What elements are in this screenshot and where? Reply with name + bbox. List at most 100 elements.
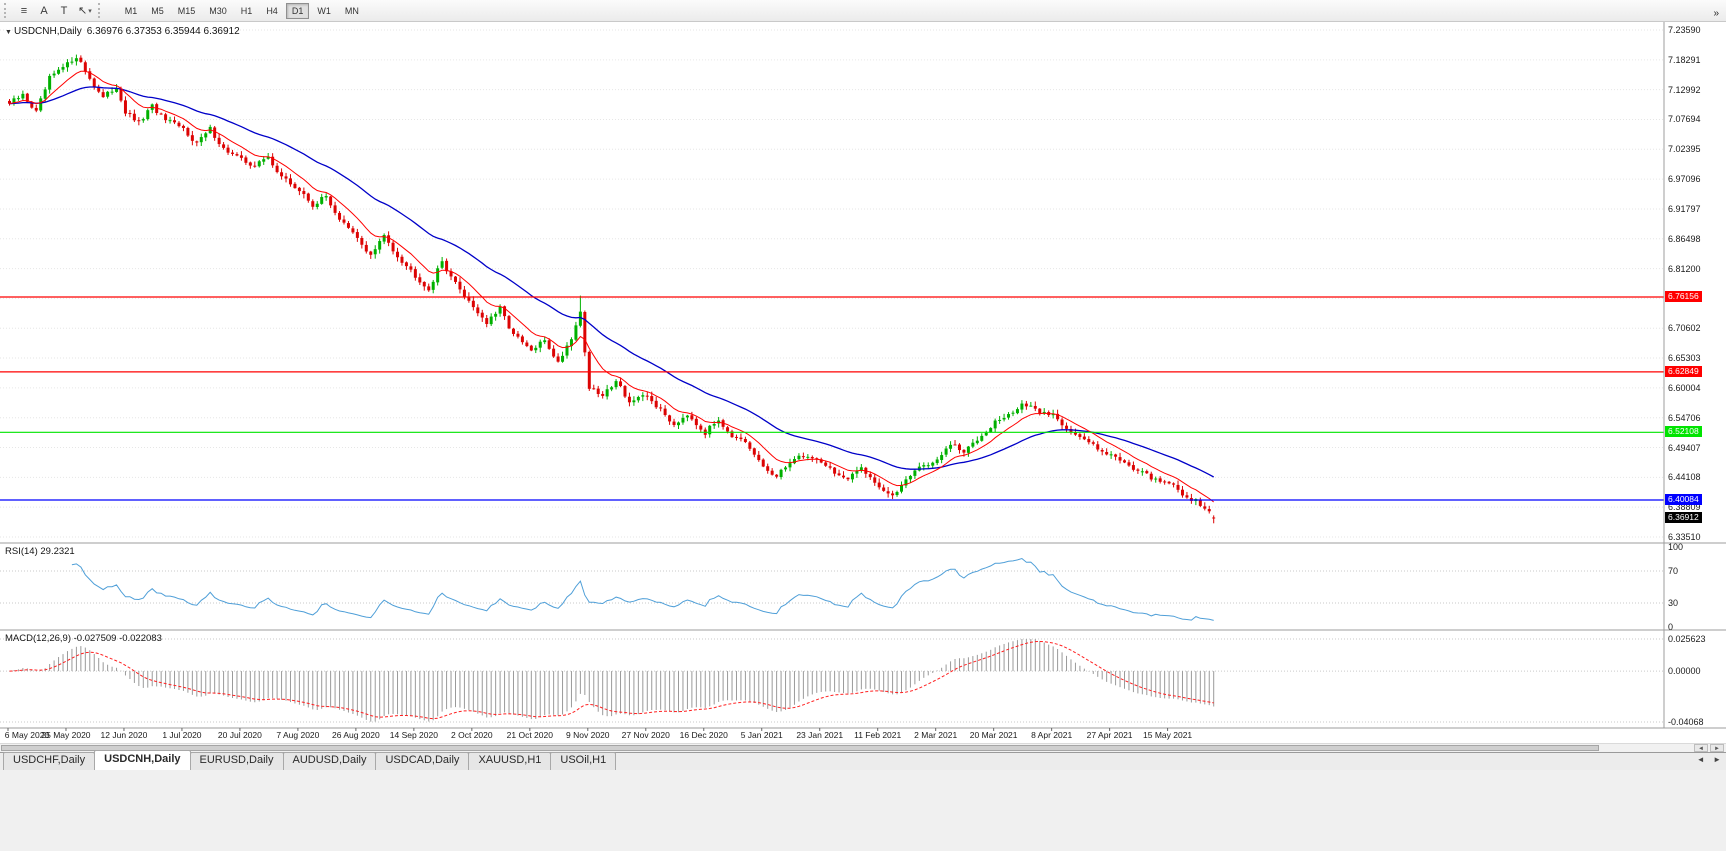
chart-tab-eurusd[interactable]: EURUSD,Daily [189,752,284,770]
chart-tab-xauusd[interactable]: XAUUSD,H1 [468,752,552,770]
price-axis-tick: 6.38809 [1668,502,1701,513]
symbol-dropdown-icon[interactable]: ▼ [5,29,12,36]
timeframe-d1-button[interactable]: D1 [285,2,310,19]
price-axis-tick: 6.54706 [1668,412,1701,423]
scroll-right-button[interactable]: ► [1710,744,1724,752]
rsi-axis-label: 30 [1668,598,1679,608]
date-axis-label[interactable]: 8 Apr 2021 [1031,730,1073,740]
price-axis-tick: 6.60004 [1668,382,1701,393]
chart-tab-usdcnh[interactable]: USDCNH,Daily [94,750,191,770]
tabs-scroll-left-icon[interactable]: ◄ [1696,755,1705,764]
hline-price-tag: 6.40084 [1665,493,1702,505]
date-axis-label[interactable]: 20 Mar 2021 [969,730,1018,740]
rsi-axis-label: 70 [1668,566,1679,576]
price-axis-tick: 6.86498 [1668,233,1701,244]
rsi-axis-label: 100 [1668,542,1684,552]
scrollbar-thumb[interactable] [1,745,1599,751]
price-axis-tick: 6.44108 [1668,472,1701,483]
scroll-left-button[interactable]: ◄ [1694,744,1708,752]
hline-price-tag: 6.62849 [1665,365,1702,377]
chart-tab-usoil[interactable]: USOil,H1 [550,752,617,770]
rsi-current-value: 29.2321 [40,546,75,557]
macd-axis-label: -0.04068 [1668,717,1704,727]
price-axis-tick: 7.12992 [1668,84,1701,95]
chart-tabs-bar: USDCHF,Daily USDCNH,Daily EURUSD,Daily AUDU… [0,749,1726,770]
price-axis-tick: 6.97096 [1668,174,1701,185]
chart-canvas[interactable] [0,22,1726,752]
price-axis-tick: 6.91797 [1668,203,1701,214]
horizontal-scrollbar[interactable]: ◄ ► [0,743,1726,752]
tool-icons-group: ≡ A T ↖ ▾ [14,2,96,20]
date-axis-label[interactable]: 2 Mar 2021 [914,730,958,740]
date-axis-label[interactable]: 7 Aug 2020 [276,730,320,740]
date-axis-label[interactable]: 6 May 2020 [4,730,50,740]
chart-tab-usdcad[interactable]: USDCAD,Daily [375,752,470,770]
dropdown-arrow-icon: ▾ [88,7,92,15]
date-axis-label[interactable]: 9 Nov 2020 [566,730,610,740]
timeframe-h1-button[interactable]: H1 [235,3,259,19]
hline-price-tag: 6.52108 [1665,426,1702,438]
date-axis-label[interactable]: 27 Apr 2021 [1086,730,1133,740]
title-tool-icon-button[interactable]: T [55,2,73,20]
chart-area: ▼ USDCNH,Daily 6.36976 6.37353 6.35944 6.3… [0,22,1726,752]
price-axis-tick: 6.33510 [1668,532,1701,542]
text-tool-icon-button[interactable]: A [35,2,53,20]
timeframe-m5-button[interactable]: M5 [145,3,170,19]
timeframe-m30-button[interactable]: M30 [203,3,233,19]
hline-price-tag: 6.76156 [1665,290,1702,302]
date-axis-label[interactable]: 27 Nov 2020 [621,730,670,740]
date-axis-label[interactable]: 26 Aug 2020 [332,730,380,740]
price-axis-tick: 6.49407 [1668,442,1701,453]
tabs-scroll-right-icon[interactable]: ► [1713,755,1721,764]
date-axis-label[interactable]: 5 Jan 2021 [740,730,783,740]
macd-indicator-label: MACD(12,26,9) -0.027509 -0.022083 [5,633,162,644]
menu-icon-button[interactable]: ≡ [15,2,33,20]
date-axis-label[interactable]: 1 Jul 2020 [162,730,202,740]
chart-symbol-label: USDCNH,Daily [13,26,82,37]
window-background [0,770,1726,851]
toolbar-grip[interactable] [97,3,104,18]
toolbar: ≡ A T ↖ ▾ M1 M5 M15 M30 H1 H4 D1 W1 MN » [0,0,1726,22]
date-axis-label[interactable]: 21 Oct 2020 [506,730,553,740]
timeframe-w1-button[interactable]: W1 [311,3,337,19]
cursor-tool-icon-button[interactable]: ↖ ▾ [75,2,95,20]
timeframe-m1-button[interactable]: M1 [119,3,144,19]
date-axis-label[interactable]: 23 Jan 2021 [796,730,844,740]
rsi-axis-label: 0 [1668,622,1674,632]
tab-scroll-arrows: ◄ ► [1693,749,1721,767]
date-axis-label[interactable]: 12 Jun 2020 [100,730,148,740]
date-axis-label[interactable]: 15 May 2021 [1143,730,1193,740]
price-axis-tick: 6.81200 [1668,263,1701,274]
toolbar-grip[interactable] [4,3,10,18]
chart-tab-audusd[interactable]: AUDUSD,Daily [282,752,377,770]
price-axis-tick: 7.07694 [1668,114,1701,125]
menu-icon: ≡ [20,4,28,17]
date-axis-label[interactable]: 25 May 2020 [41,730,91,740]
price-axis-tick: 7.18291 [1668,54,1701,65]
macd-current-values: -0.027509 -0.022083 [73,633,162,644]
chart-title: ▼ USDCNH,Daily 6.36976 6.37353 6.35944 6.3… [5,26,240,37]
chart-tab-usdchf[interactable]: USDCHF,Daily [3,752,96,770]
date-axis-label[interactable]: 16 Dec 2020 [679,730,728,740]
text-tool-icon: A [40,4,48,17]
date-axis-label[interactable]: 14 Sep 2020 [389,730,438,740]
current-price-tag: 6.36912 [1665,511,1702,523]
macd-axis-label: 0.00000 [1668,666,1701,677]
timeframe-m15-button[interactable]: M15 [172,3,202,19]
date-axis-label[interactable]: 2 Oct 2020 [451,730,493,740]
price-axis-tick: 7.23590 [1668,25,1701,35]
timeframe-h4-button[interactable]: H4 [260,3,284,19]
macd-label-text: MACD(12,26,9) [5,633,71,644]
macd-axis-label: 0.025623 [1668,634,1706,644]
chart-tabs: USDCHF,Daily USDCNH,Daily EURUSD,Daily AUDU… [3,750,617,770]
chart-ohlc-values: 6.36976 6.37353 6.35944 6.36912 [86,26,240,37]
price-axis-tick: 7.02395 [1668,144,1701,155]
date-axis-label[interactable]: 20 Jul 2020 [217,730,262,740]
date-axis-label[interactable]: 11 Feb 2021 [854,730,902,740]
timeframe-mn-button[interactable]: MN [339,3,365,19]
price-axis-tick: 6.70602 [1668,323,1701,334]
toolbar-overflow-icon[interactable]: » [1711,6,1721,22]
timeframe-group: M1 M5 M15 M30 H1 H4 D1 W1 MN [118,2,366,19]
rsi-label-text: RSI(14) [5,546,38,557]
